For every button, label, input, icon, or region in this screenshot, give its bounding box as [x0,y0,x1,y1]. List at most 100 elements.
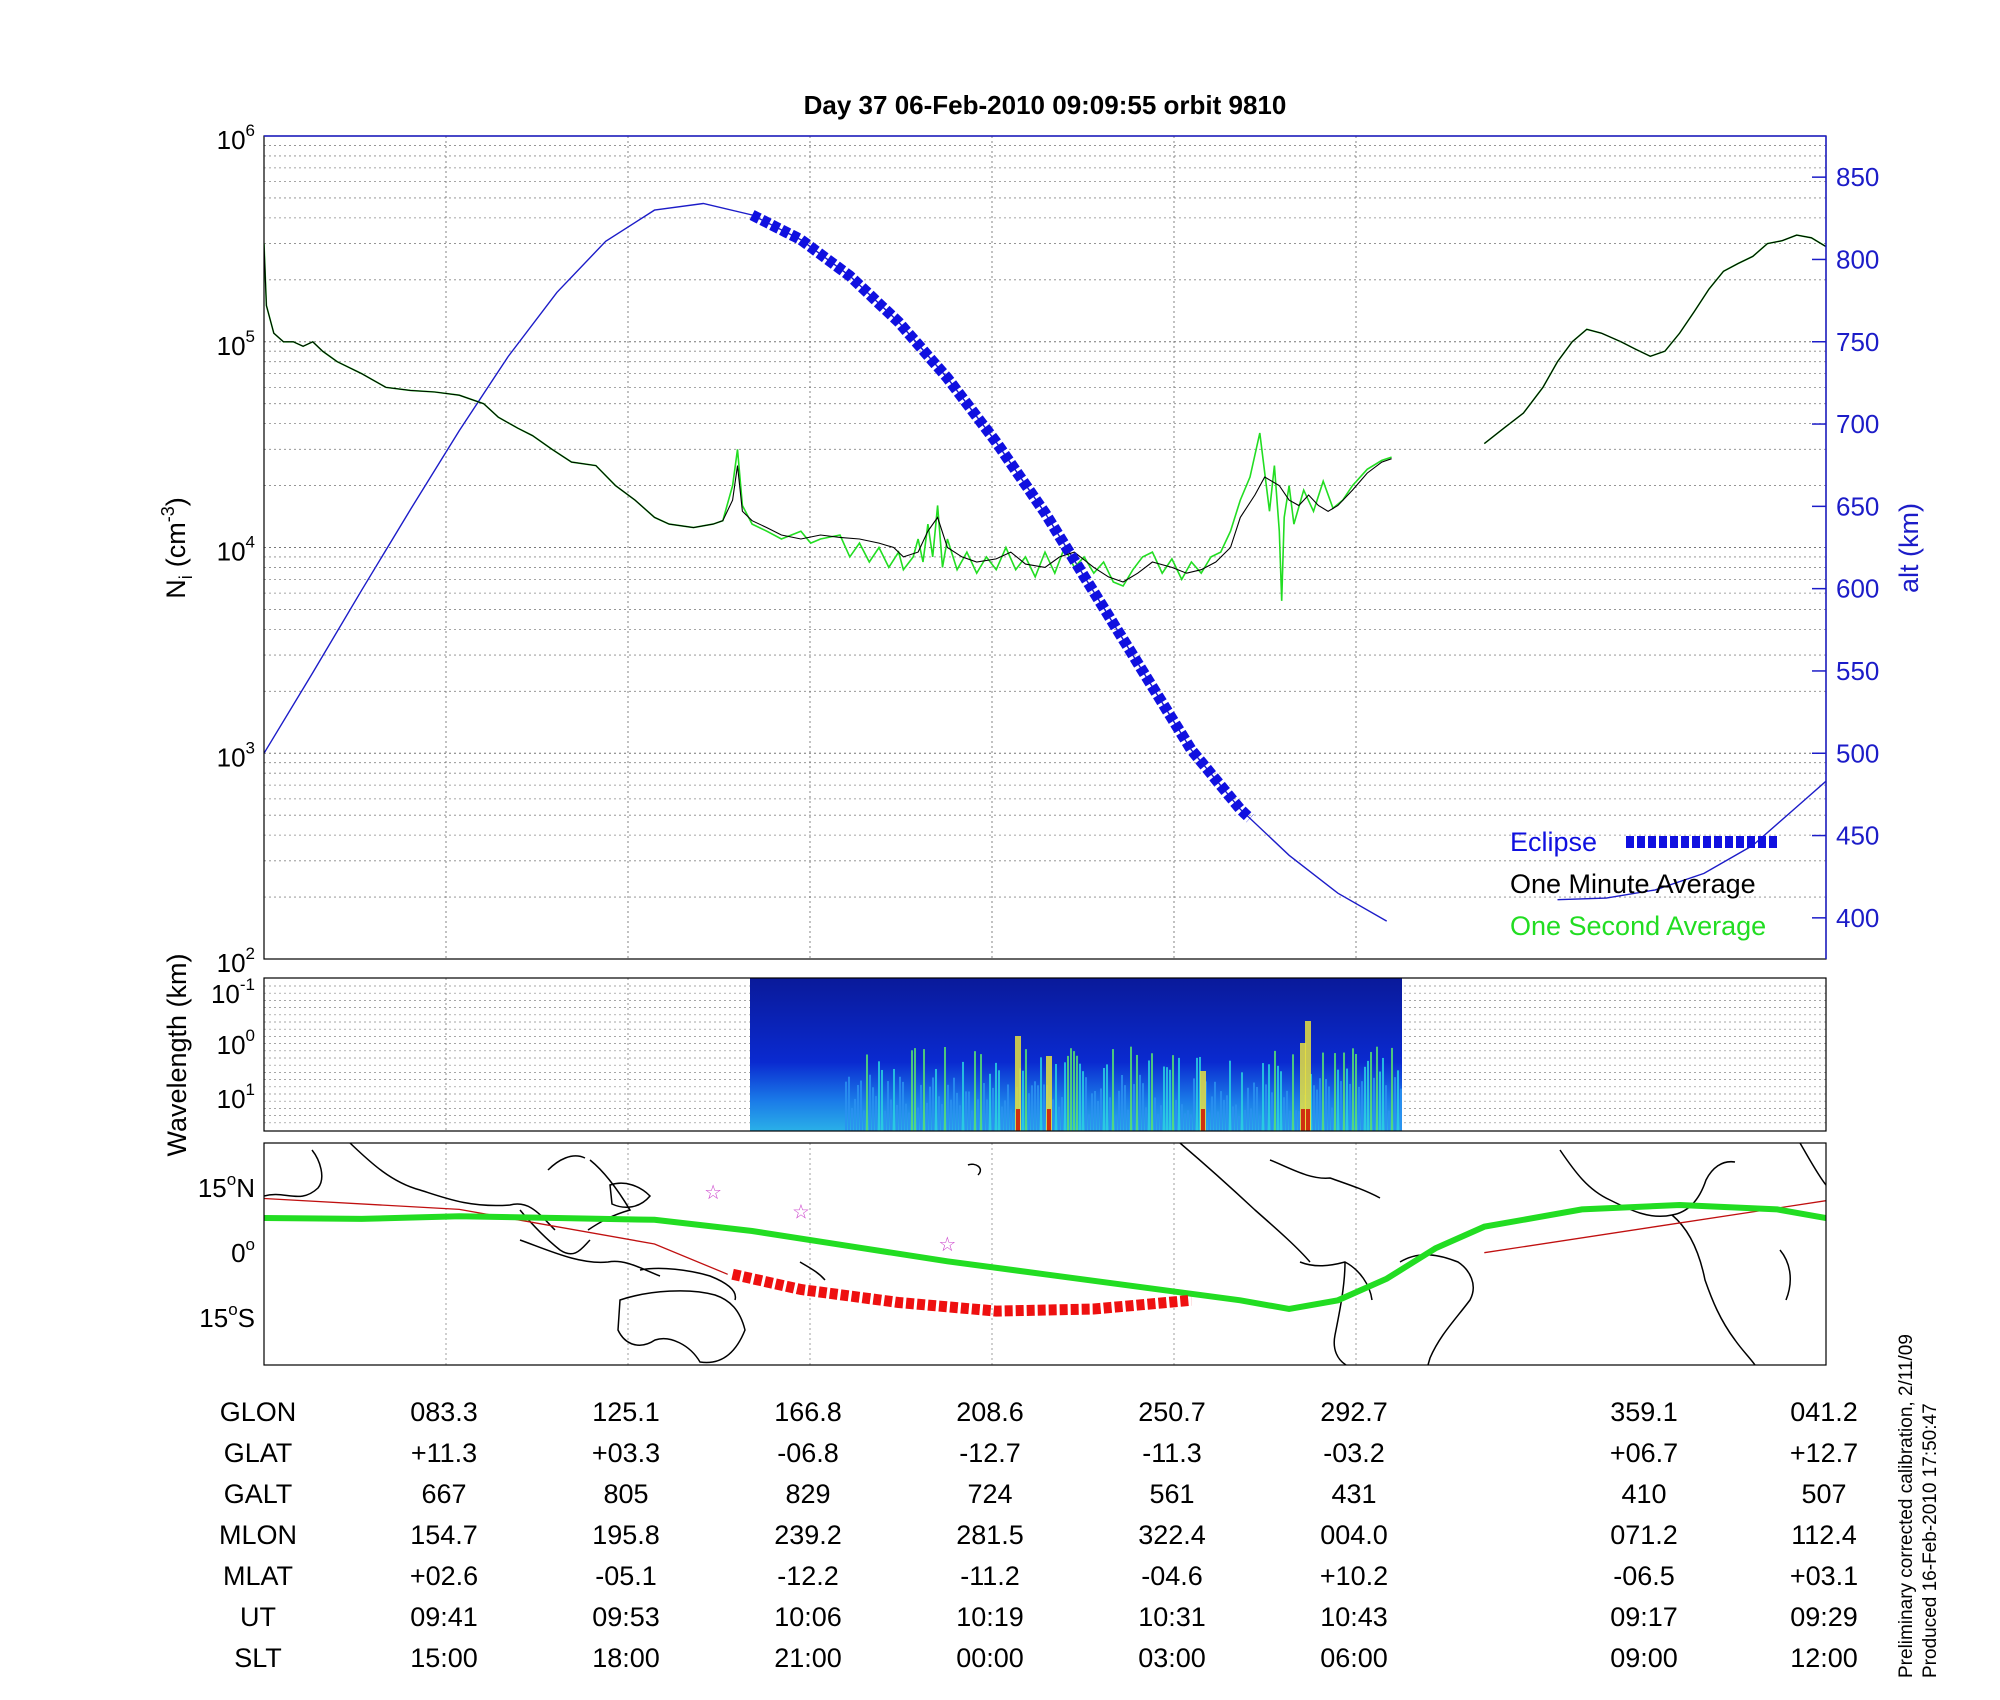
spectrogram-column [1193,1078,1195,1131]
density-tick-label: 105 [217,327,255,361]
eclipse-segment [749,210,1254,823]
spectrogram-column [956,1092,958,1131]
spectrogram-column [1223,1099,1225,1131]
spectrogram-column [932,1077,934,1131]
spectrogram-column [1391,1047,1393,1131]
spectrogram-column [881,1069,883,1131]
altitude-tick-label: 650 [1836,491,1879,521]
ephemeris-cell: -04.6 [1141,1561,1203,1591]
spectrogram-column [1037,1085,1039,1131]
spectrogram-column [890,1099,892,1131]
spectrogram-column [1109,1097,1111,1131]
ephemeris-cell: 322.4 [1138,1520,1206,1550]
ephemeris-cell: 00:00 [956,1643,1024,1673]
spectrogram-column [893,1068,895,1131]
altitude-tick-label: 500 [1836,738,1879,768]
spectrogram-column [926,1102,928,1131]
ephemeris-cell: 410 [1621,1479,1666,1509]
ephemeris-cell: 154.7 [410,1520,478,1550]
spectrogram-burst-core [1301,1109,1305,1131]
spectrogram-column [1271,1092,1273,1131]
spectrogram-column [902,1081,904,1131]
ephemeris-cell: -03.2 [1323,1438,1385,1468]
legend: Eclipse One Minute Average One Second Av… [1510,827,1778,941]
spectrogram-column [1364,1066,1366,1131]
spectrogram-column [1175,1099,1177,1131]
spectrogram-column [1097,1100,1099,1131]
tick-base: 10 [217,948,246,978]
spectrogram-column [1163,1066,1165,1131]
spectrogram-column [869,1074,871,1131]
spectrogram-column [884,1110,886,1131]
spectrogram-column [947,1084,949,1131]
eclipse-ground-track [731,1268,1192,1317]
tick-base: 10 [217,1030,246,1060]
ephemeris-cell: -06.8 [777,1438,839,1468]
spectrogram-column [1085,1077,1087,1131]
tick-value: 0 [231,1238,245,1268]
ephemeris-cell: 125.1 [592,1397,660,1427]
spectrogram-column [1388,1110,1390,1131]
spectrogram-column [1136,1054,1138,1131]
density-line-segment [1483,234,1826,445]
spectrogram-column [1181,1104,1183,1131]
spectrogram-column [1331,1107,1333,1131]
spectrogram-column [1241,1072,1243,1131]
spectrogram-column [875,1096,877,1131]
ephemeris-cell: +10.2 [1320,1561,1388,1591]
altitude-tick-label: 800 [1836,244,1879,274]
spectrogram-burst-core [1306,1109,1310,1131]
spectrogram-column [1079,1063,1081,1131]
spectrogram-column [1040,1057,1042,1131]
spectrogram-column [989,1073,991,1131]
spectrogram-column [1394,1077,1396,1131]
ephemeris-cell: 041.2 [1790,1397,1858,1427]
spectrogram-column [1076,1055,1078,1131]
spectrogram-column [1268,1064,1270,1131]
altitude-ticks: 400 450 500 550 600 650 700 750 800 850 [1812,162,1879,933]
spectrogram-column [1103,1067,1105,1131]
density-axis-label-unit: (cm [161,522,191,567]
altitude-tick-label: 400 [1836,903,1879,933]
spectrogram-column [1328,1086,1330,1131]
ephemeris-cell: 359.1 [1610,1397,1678,1427]
spectrogram-column [1061,1097,1063,1131]
ephemeris-cell: -05.1 [595,1561,657,1591]
wavelength-tick-label: 10-1 [211,975,255,1009]
ephemeris-cell: -12.2 [777,1561,839,1591]
spectrogram-column [1022,1070,1024,1131]
ephemeris-cell: 208.6 [956,1397,1024,1427]
spectrogram-column [1358,1086,1360,1131]
spectrogram-column [1121,1074,1123,1131]
density-axis-label-base: N [161,579,191,599]
tick-base: 10 [217,331,246,361]
spectrogram-column [1346,1068,1348,1131]
ground-stations: ☆ ☆ ☆ [704,1182,956,1256]
ephemeris-row-label: GLON [220,1397,297,1427]
spectrogram-column [1217,1111,1219,1131]
tick-exp: 2 [246,944,255,963]
tick-base: 10 [217,742,246,772]
ephemeris-row-label: UT [240,1602,276,1632]
spectrogram-column [1073,1051,1075,1131]
tick-degree: o [246,1235,255,1254]
spectrogram-column [1283,1097,1285,1131]
tick-base: 10 [211,979,240,1009]
spectrogram-column [1007,1084,1009,1131]
tick-exp: -1 [240,975,255,994]
spectrogram-column [1088,1114,1090,1131]
spectrogram-column [1274,1050,1276,1131]
spectrogram-column [1337,1069,1339,1131]
density-grid [264,136,1826,960]
spectrogram-column [845,1081,847,1131]
spectrogram-column [977,1099,979,1131]
wavelength-axis-label: Wavelength (km) [162,953,192,1156]
spectrogram-column [1226,1095,1228,1131]
ephemeris-cell: 10:19 [956,1602,1024,1632]
altitude-tick-label: 550 [1836,656,1879,686]
ephemeris-cell: 12:00 [1790,1643,1858,1673]
altitude-tick-label: 600 [1836,574,1879,604]
